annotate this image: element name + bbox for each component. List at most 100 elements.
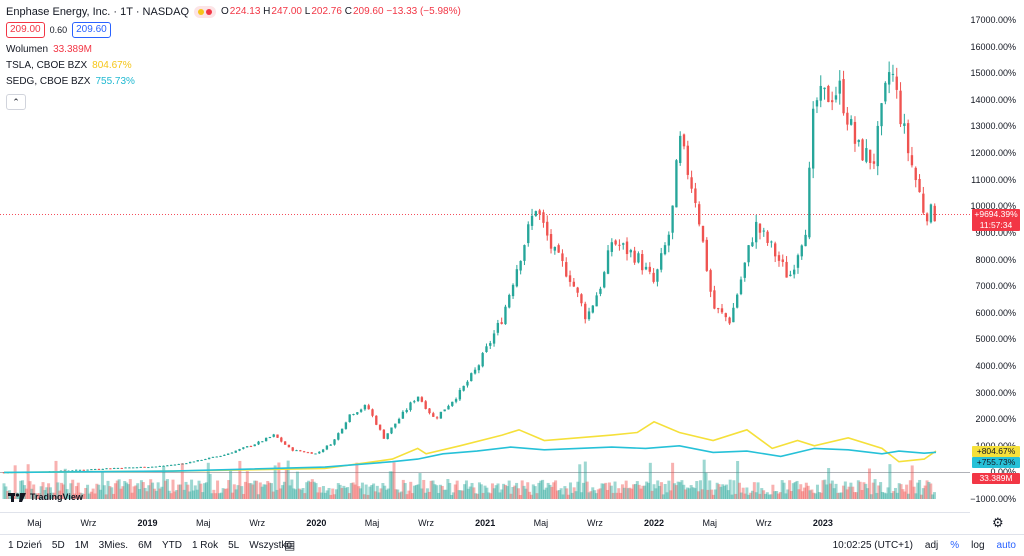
volume-bar bbox=[342, 485, 346, 499]
candle bbox=[454, 399, 458, 402]
volume-bar bbox=[698, 480, 702, 499]
buy-button[interactable]: 209.60 bbox=[72, 22, 111, 38]
candle bbox=[128, 467, 131, 469]
candle bbox=[694, 188, 697, 204]
volume-bar bbox=[832, 488, 836, 499]
volume-bar bbox=[147, 485, 151, 499]
volume-bar bbox=[879, 482, 883, 499]
volume-bar bbox=[134, 485, 138, 499]
candle bbox=[519, 260, 522, 271]
range-6m[interactable]: 6M bbox=[138, 540, 152, 551]
volume-bar bbox=[347, 493, 351, 499]
candle bbox=[462, 385, 465, 391]
volume-bar bbox=[700, 489, 704, 499]
clock-time[interactable]: 10:02:25 (UTC+1) bbox=[832, 540, 913, 551]
volume-bar bbox=[242, 493, 246, 499]
volume-bar bbox=[86, 484, 90, 499]
volume-bar bbox=[151, 482, 155, 499]
volume-bar bbox=[916, 482, 920, 499]
volume-bar bbox=[433, 484, 437, 499]
range-5y[interactable]: 5L bbox=[228, 540, 240, 551]
range-1m[interactable]: 1M bbox=[74, 540, 89, 551]
volume-bar bbox=[775, 491, 779, 499]
candle bbox=[185, 463, 188, 465]
volume-bar bbox=[576, 481, 580, 499]
volume-bar bbox=[927, 481, 931, 499]
range-1d[interactable]: 1 Dzień bbox=[8, 540, 42, 551]
candle bbox=[120, 467, 123, 469]
volume-bar bbox=[502, 483, 506, 499]
volume-bar bbox=[559, 488, 563, 499]
candle bbox=[538, 210, 541, 214]
percent-toggle[interactable]: % bbox=[950, 540, 960, 551]
candle bbox=[261, 441, 264, 443]
price-axis-tick: 2000.00% bbox=[975, 414, 1016, 425]
volume-bar bbox=[424, 492, 428, 499]
last-price-badge: +9694.39% 11:57:34 bbox=[972, 209, 1020, 231]
volume-bar bbox=[730, 494, 734, 499]
tradingview-logo[interactable]: TradingView bbox=[8, 492, 83, 502]
volume-bar bbox=[489, 493, 493, 499]
sedg-legend-row[interactable]: SEDG, CBOE BZX 755.73% bbox=[6, 74, 461, 90]
market-closed-icon bbox=[206, 9, 213, 15]
tsla-legend-row[interactable]: TSLA, CBOE BZX 804.67% bbox=[6, 58, 461, 74]
log-toggle[interactable]: log bbox=[971, 540, 985, 551]
range-3m[interactable]: 3Mies. bbox=[98, 540, 129, 551]
candle bbox=[675, 160, 678, 208]
volume-bar bbox=[152, 488, 156, 499]
sell-button[interactable]: 209.00 bbox=[6, 22, 45, 38]
volume-bar bbox=[515, 482, 519, 499]
volume-bar bbox=[286, 460, 290, 499]
volume-bar bbox=[333, 494, 337, 499]
symbol-title[interactable]: Enphase Energy, Inc. · 1T · NASDAQ bbox=[6, 6, 190, 18]
volume-bar bbox=[453, 484, 457, 499]
time-axis[interactable]: Maj Wrz 2019 Maj Wrz 2020 Maj Wrz 2021 Maj Wrz 2022… bbox=[0, 512, 970, 535]
volume-bar bbox=[492, 488, 496, 499]
candle bbox=[895, 76, 898, 90]
range-1y[interactable]: 1 Rok bbox=[191, 540, 219, 551]
candle bbox=[530, 215, 534, 226]
candle bbox=[686, 145, 689, 175]
volume-bar bbox=[455, 480, 459, 499]
volume-bar bbox=[726, 490, 730, 499]
range-ytd[interactable]: YTD bbox=[161, 540, 182, 551]
price-chart[interactable] bbox=[0, 0, 970, 512]
volume-legend-row[interactable]: Wolumen 33.389M bbox=[6, 42, 461, 58]
volume-bar bbox=[498, 492, 502, 499]
candle bbox=[614, 240, 617, 245]
chevron-up-icon[interactable]: ⌃ bbox=[6, 94, 26, 110]
range-all[interactable]: Wszystko bbox=[249, 540, 292, 551]
candle bbox=[211, 456, 215, 458]
candle bbox=[196, 460, 199, 462]
volume-bar bbox=[526, 482, 530, 499]
candle bbox=[884, 82, 887, 102]
volume-bar bbox=[914, 493, 918, 499]
candle bbox=[291, 447, 294, 451]
candle bbox=[808, 167, 811, 238]
countdown-value: 11:57:34 bbox=[979, 220, 1013, 230]
volume-bar bbox=[80, 493, 84, 499]
volume-bar bbox=[197, 480, 201, 499]
candle bbox=[112, 468, 116, 470]
candle bbox=[789, 274, 792, 277]
volume-bar bbox=[472, 487, 476, 499]
price-axis[interactable]: 17000.00% 16000.00% 15000.00% 14000.00% 1300… bbox=[970, 0, 1024, 512]
volume-bar bbox=[41, 482, 45, 499]
gear-icon[interactable]: ⚙ bbox=[992, 515, 1004, 530]
volume-bar bbox=[4, 486, 8, 499]
legend-title-row: Enphase Energy, Inc. · 1T · NASDAQ O224.… bbox=[6, 4, 461, 20]
volume-bar bbox=[143, 487, 147, 499]
candle bbox=[302, 451, 306, 453]
market-status-pill[interactable] bbox=[194, 6, 217, 18]
calendar-icon[interactable]: ▤ bbox=[284, 538, 296, 552]
range-5d[interactable]: 5D bbox=[51, 540, 65, 551]
volume-bar bbox=[613, 481, 617, 499]
price-axis-tick: 16000.00% bbox=[970, 41, 1016, 52]
volume-bar bbox=[810, 489, 814, 499]
volume-bar bbox=[99, 489, 103, 499]
volume-bar bbox=[446, 479, 450, 499]
auto-toggle[interactable]: auto bbox=[996, 540, 1016, 551]
time-axis-label: 2023 bbox=[812, 518, 833, 528]
adj-toggle[interactable]: adj bbox=[924, 540, 939, 551]
chart-area[interactable]: Enphase Energy, Inc. · 1T · NASDAQ O224.… bbox=[0, 0, 970, 512]
